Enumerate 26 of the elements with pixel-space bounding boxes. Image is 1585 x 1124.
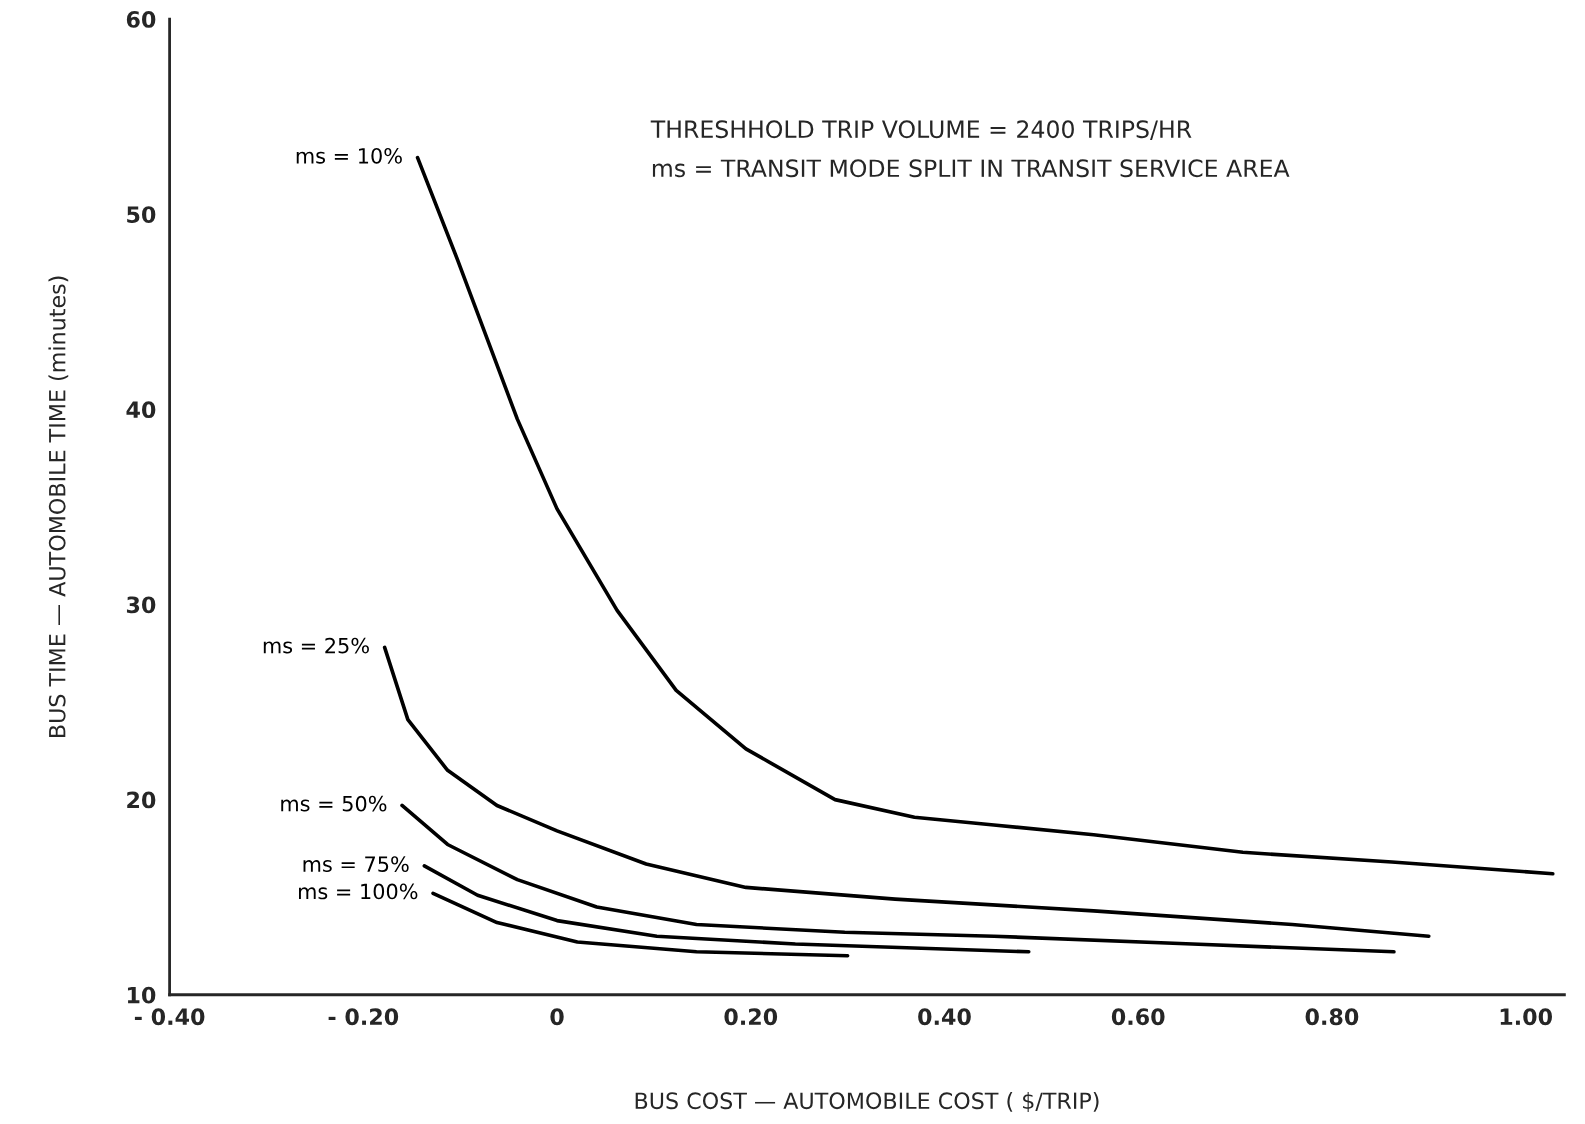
series-label: ms = 100% <box>299 883 418 900</box>
x-tick-label: 0.40 <box>918 1008 971 1026</box>
x-tick-label: 0.20 <box>724 1008 778 1026</box>
series-label: ms = 75% <box>303 856 409 872</box>
line-series <box>415 155 1555 876</box>
line-series <box>431 891 850 958</box>
y-tick-label: 50 <box>127 206 156 223</box>
series-label: ms = 10% <box>296 147 402 164</box>
x-tick-label: - 0.20 <box>328 1008 399 1026</box>
y-tick-label: 10 <box>127 986 156 1004</box>
annotation: ms = TRANSIT MODE SPLIT IN TRANSIT SERVICE AREA <box>652 159 1290 178</box>
x-tick-label: 1.00 <box>1500 1008 1552 1026</box>
y-tick-label: 40 <box>126 401 156 419</box>
x-tick-label: - 0.40 <box>134 1008 205 1026</box>
x-axis-title: BUS COST — AUTOMOBILE COST ( $/TRIP) <box>635 1091 1099 1113</box>
x-tick-label: 0 <box>550 1008 564 1026</box>
y-tick-label: 30 <box>126 596 156 614</box>
x-tick-label: 0.80 <box>1305 1008 1359 1026</box>
x-tick-label: 0.60 <box>1111 1008 1165 1026</box>
annotation: THRESHHOLD TRIP VOLUME = 2400 TRIPS/HR <box>650 120 1192 141</box>
y-tick-label: 60 <box>126 11 156 28</box>
y-axis-title: BUS TIME — AUTOMOBILE TIME (minutes) <box>48 276 69 738</box>
y-tick-label: 20 <box>127 791 156 809</box>
series-label: ms = 25% <box>263 637 369 654</box>
series-label: ms = 50% <box>281 795 387 812</box>
line-series <box>422 864 1031 954</box>
